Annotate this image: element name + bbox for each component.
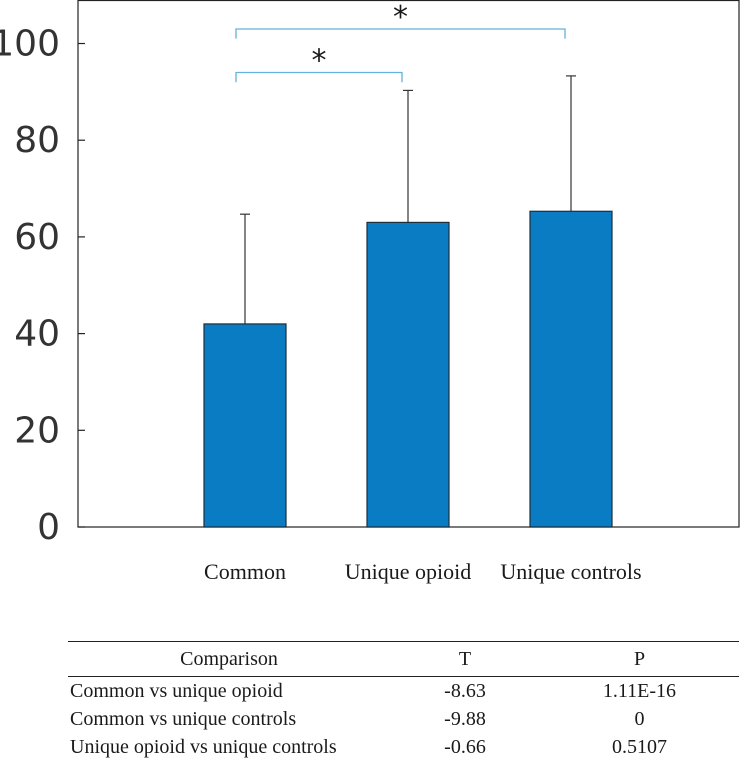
table-header-row: Comparison T P [68,641,739,677]
category-labels: Common Unique opioid Unique controls [204,559,642,584]
y-tick-label: 40 [14,314,60,355]
cell-t: -8.63 [444,679,486,702]
bars [203,210,613,528]
bar [203,323,287,528]
cell-p: 0.5107 [612,735,667,758]
category-label: Unique opioid [345,559,472,584]
table-row: Common vs unique controls -9.88 0 [68,705,739,733]
bar [529,210,613,528]
cell-t: -0.66 [444,735,486,758]
y-tick-label: 100 [0,24,60,65]
significance-brackets: ** [235,0,566,83]
y-tick-label: 60 [14,217,60,258]
cell-p: 0 [634,707,645,730]
cell-comparison: Unique opioid vs unique controls [70,735,337,758]
cell-comparison: Common vs unique opioid [70,679,283,702]
significance-star: * [393,0,408,35]
y-tick-label: 0 [37,507,60,548]
error-bars [240,75,576,324]
y-tick-label: 80 [14,120,60,161]
header-comparison: Comparison [180,647,278,670]
category-label: Unique controls [500,559,641,584]
cell-p: 1.11E-16 [602,679,677,702]
table-row: Unique opioid vs unique controls -0.66 0… [68,733,739,761]
bar [366,221,450,528]
table-row: Common vs unique opioid -8.63 1.11E-16 [68,677,739,706]
significance-bracket [235,71,403,83]
header-p: P [633,647,646,670]
header-t: T [458,647,472,670]
significance-star: * [312,44,327,79]
cell-t: -9.88 [444,707,486,730]
category-label: Common [204,559,286,584]
significance-bracket [235,28,566,39]
cell-comparison: Common vs unique controls [70,707,297,730]
y-tick-label: 20 [14,410,60,451]
y-axis-ticks: 0 20 40 60 80 100 [0,24,85,548]
stats-table: Comparison T P Common vs unique opioid -… [68,641,739,761]
